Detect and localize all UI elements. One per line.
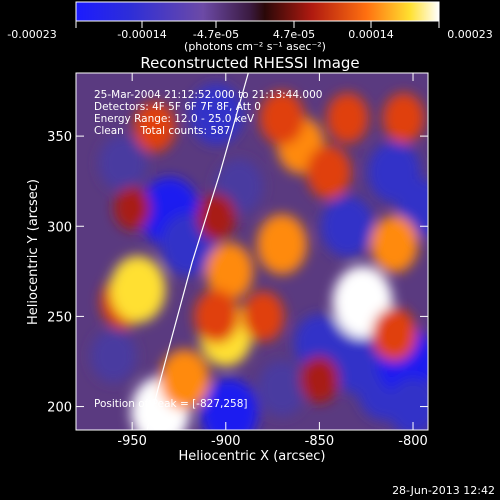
annotation-line: Clean Total counts: 587	[94, 125, 230, 137]
plot-frame	[75, 72, 429, 431]
colorbar-tick-label: -0.00014	[117, 28, 166, 41]
colorbar-tick-label: 0.00023	[447, 28, 493, 41]
y-tick-label: 300	[47, 220, 72, 235]
y-tick-label: 200	[47, 401, 72, 416]
absorption-region	[320, 195, 375, 257]
absorption-region	[189, 83, 243, 145]
x-tick-label: -800	[398, 434, 428, 449]
absorption-region	[98, 135, 147, 191]
x-axis-label: Heliocentric X (arcsec)	[179, 449, 326, 464]
absorption-region	[367, 141, 421, 203]
emission-region	[113, 186, 151, 231]
emission-region	[382, 92, 425, 144]
absorption-region	[90, 329, 137, 383]
emission-region	[256, 214, 308, 275]
chart-title: Reconstructed RHESSI Image	[140, 54, 359, 72]
emission-region	[259, 91, 305, 145]
colorbar-tick-label: -0.00023	[7, 28, 56, 41]
y-axis-label: Heliocentric Y (arcsec)	[26, 179, 41, 325]
colorbar-ticks: -0.00023 -0.00014 -4.7e-05 4.7e-05 0.00014 0.…	[7, 21, 493, 41]
annotation-block: 25-Mar-2004 21:12:52.000 to 21:13:44.000…	[94, 89, 322, 410]
emission-region	[109, 255, 166, 323]
intensity-map	[90, 83, 428, 430]
axis-ticks: -950 -900 -850 -800 200 250 300 350	[47, 73, 428, 449]
emission-region	[371, 307, 417, 362]
footer-timestamp: 28-Jun-2013 12:42	[392, 484, 495, 497]
absorption-region	[200, 378, 259, 430]
emission-region	[194, 289, 239, 344]
annotation-line: Energy Range: 12.0 - 25.0 keV	[94, 113, 255, 125]
colorbar-tick-label: -4.7e-05	[193, 28, 239, 41]
y-tick-label: 350	[47, 130, 72, 145]
emission-region	[205, 242, 254, 300]
annotation-line: Detectors: 4F 5F 6F 7F 8F, Att 0	[94, 101, 261, 113]
absorption-region	[257, 360, 307, 417]
annotation-line: 25-Mar-2004 21:12:52.000 to 21:13:44.000	[94, 89, 322, 101]
emission-region	[326, 92, 369, 144]
y-tick-label: 250	[47, 310, 72, 325]
image-area	[76, 73, 428, 430]
peak-position-label: Position of Peak = [-827,258]	[94, 398, 248, 410]
emission-region	[133, 101, 176, 153]
colorbar-unit-label: (photons cm⁻² s⁻¹ asec⁻²)	[184, 40, 326, 53]
emission-region	[196, 193, 236, 241]
solar-limb-line	[146, 73, 249, 430]
emission-region	[159, 349, 210, 410]
emission-region	[242, 291, 285, 342]
emission-region	[299, 356, 339, 403]
colorbar	[75, 1, 440, 22]
emission-region	[370, 215, 419, 273]
x-tick-label: -850	[305, 434, 335, 449]
absorption-region	[387, 377, 428, 430]
colorbar-tick-label: 0.00014	[348, 28, 394, 41]
emission-region	[306, 145, 352, 199]
x-tick-label: -950	[117, 434, 147, 449]
x-tick-label: -900	[211, 434, 241, 449]
colorbar-tick-label: 4.7e-05	[273, 28, 315, 41]
